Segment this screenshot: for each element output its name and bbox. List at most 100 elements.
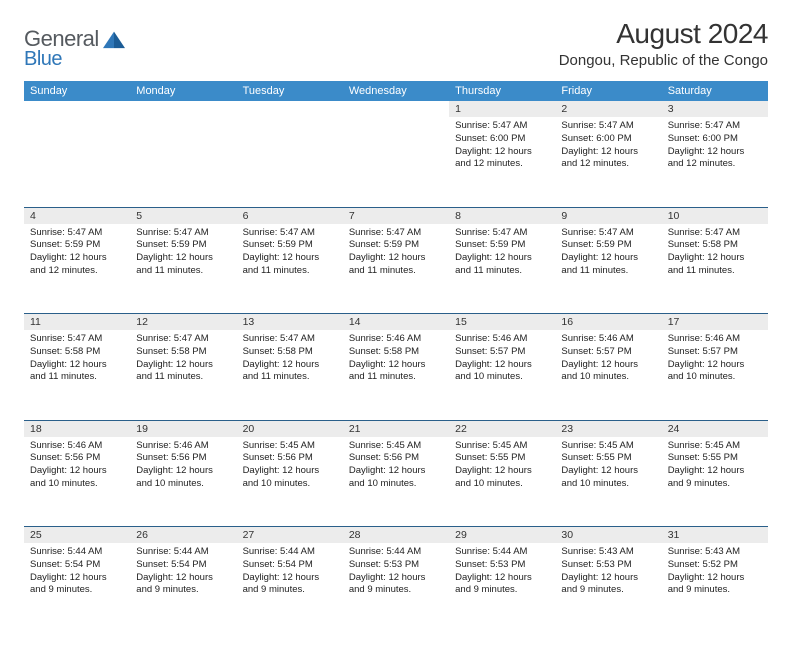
daynum-cell: 9 [555,208,661,224]
day-cell: Sunrise: 5:47 AMSunset: 6:00 PMDaylight:… [555,117,661,207]
day-cell: Sunrise: 5:44 AMSunset: 5:53 PMDaylight:… [343,543,449,633]
day-number: 27 [237,527,343,543]
day-content: Sunrise: 5:47 AMSunset: 5:58 PMDaylight:… [130,330,236,390]
dayname-saturday: Saturday [662,81,768,101]
day-cell: Sunrise: 5:44 AMSunset: 5:54 PMDaylight:… [237,543,343,633]
dayname-thursday: Thursday [449,81,555,101]
day-content: Sunrise: 5:44 AMSunset: 5:53 PMDaylight:… [449,543,555,603]
day-cell: Sunrise: 5:44 AMSunset: 5:54 PMDaylight:… [130,543,236,633]
day-cell: Sunrise: 5:44 AMSunset: 5:54 PMDaylight:… [24,543,130,633]
week-row: Sunrise: 5:47 AMSunset: 5:58 PMDaylight:… [24,330,768,420]
day-content: Sunrise: 5:45 AMSunset: 5:55 PMDaylight:… [555,437,661,497]
day-content: Sunrise: 5:47 AMSunset: 5:59 PMDaylight:… [24,224,130,284]
daynum-cell [24,101,130,117]
day-content: Sunrise: 5:46 AMSunset: 5:57 PMDaylight:… [449,330,555,390]
daynum-cell: 4 [24,208,130,224]
day-number: 28 [343,527,449,543]
dayname-tuesday: Tuesday [237,81,343,101]
daynum-cell: 11 [24,314,130,330]
day-cell: Sunrise: 5:45 AMSunset: 5:56 PMDaylight:… [343,437,449,527]
daynum-cell: 30 [555,527,661,543]
day-number: 10 [662,208,768,224]
day-cell: Sunrise: 5:46 AMSunset: 5:57 PMDaylight:… [555,330,661,420]
day-content: Sunrise: 5:47 AMSunset: 5:58 PMDaylight:… [662,224,768,284]
day-number: 2 [555,101,661,117]
day-number: 24 [662,421,768,437]
day-number: 25 [24,527,130,543]
day-cell: Sunrise: 5:47 AMSunset: 6:00 PMDaylight:… [449,117,555,207]
daynum-cell: 31 [662,527,768,543]
day-content: Sunrise: 5:44 AMSunset: 5:53 PMDaylight:… [343,543,449,603]
daynum-cell: 6 [237,208,343,224]
day-number: 21 [343,421,449,437]
day-content: Sunrise: 5:47 AMSunset: 5:59 PMDaylight:… [555,224,661,284]
logo-blue-text-wrap: Blue [24,48,62,71]
dayname-friday: Friday [555,81,661,101]
daynum-row: 45678910 [24,208,768,224]
day-content: Sunrise: 5:47 AMSunset: 5:59 PMDaylight:… [343,224,449,284]
day-content: Sunrise: 5:46 AMSunset: 5:56 PMDaylight:… [24,437,130,497]
daynum-cell: 12 [130,314,236,330]
day-number: 7 [343,208,449,224]
day-content: Sunrise: 5:46 AMSunset: 5:57 PMDaylight:… [555,330,661,390]
daynum-cell: 15 [449,314,555,330]
day-content: Sunrise: 5:46 AMSunset: 5:56 PMDaylight:… [130,437,236,497]
day-number: 9 [555,208,661,224]
logo-triangle-icon [103,29,125,49]
daynum-cell: 17 [662,314,768,330]
day-number: 4 [24,208,130,224]
day-cell: Sunrise: 5:47 AMSunset: 5:58 PMDaylight:… [662,224,768,314]
day-cell: Sunrise: 5:46 AMSunset: 5:57 PMDaylight:… [449,330,555,420]
daynum-cell: 2 [555,101,661,117]
day-cell [237,117,343,207]
day-number: 22 [449,421,555,437]
daynum-cell: 14 [343,314,449,330]
daynum-cell: 25 [24,527,130,543]
day-cell: Sunrise: 5:47 AMSunset: 5:59 PMDaylight:… [555,224,661,314]
daynum-cell: 18 [24,421,130,437]
day-content: Sunrise: 5:43 AMSunset: 5:53 PMDaylight:… [555,543,661,603]
day-number: 13 [237,314,343,330]
day-number: 26 [130,527,236,543]
day-cell: Sunrise: 5:46 AMSunset: 5:58 PMDaylight:… [343,330,449,420]
day-number: 19 [130,421,236,437]
day-cell: Sunrise: 5:47 AMSunset: 6:00 PMDaylight:… [662,117,768,207]
day-content: Sunrise: 5:45 AMSunset: 5:55 PMDaylight:… [662,437,768,497]
daynum-cell: 28 [343,527,449,543]
day-cell: Sunrise: 5:47 AMSunset: 5:59 PMDaylight:… [24,224,130,314]
day-content: Sunrise: 5:47 AMSunset: 5:59 PMDaylight:… [237,224,343,284]
day-number: 12 [130,314,236,330]
day-cell: Sunrise: 5:46 AMSunset: 5:56 PMDaylight:… [24,437,130,527]
daynum-cell: 20 [237,421,343,437]
daynum-cell: 29 [449,527,555,543]
day-cell: Sunrise: 5:47 AMSunset: 5:58 PMDaylight:… [130,330,236,420]
day-content: Sunrise: 5:44 AMSunset: 5:54 PMDaylight:… [24,543,130,603]
day-number: 8 [449,208,555,224]
day-number: 3 [662,101,768,117]
calendar-table: SundayMondayTuesdayWednesdayThursdayFrid… [24,81,768,633]
week-row: Sunrise: 5:47 AMSunset: 6:00 PMDaylight:… [24,117,768,207]
day-number: 5 [130,208,236,224]
day-content: Sunrise: 5:44 AMSunset: 5:54 PMDaylight:… [130,543,236,603]
day-cell: Sunrise: 5:46 AMSunset: 5:56 PMDaylight:… [130,437,236,527]
daynum-cell: 16 [555,314,661,330]
day-cell [343,117,449,207]
day-number: 23 [555,421,661,437]
daynum-row: 123 [24,101,768,117]
day-cell: Sunrise: 5:43 AMSunset: 5:53 PMDaylight:… [555,543,661,633]
day-cell: Sunrise: 5:45 AMSunset: 5:55 PMDaylight:… [662,437,768,527]
day-number: 18 [24,421,130,437]
daynum-cell: 10 [662,208,768,224]
daynum-cell: 23 [555,421,661,437]
day-number: 11 [24,314,130,330]
week-row: Sunrise: 5:47 AMSunset: 5:59 PMDaylight:… [24,224,768,314]
day-cell: Sunrise: 5:47 AMSunset: 5:59 PMDaylight:… [237,224,343,314]
day-number: 1 [449,101,555,117]
daynum-cell: 24 [662,421,768,437]
daynum-cell: 5 [130,208,236,224]
day-content: Sunrise: 5:45 AMSunset: 5:55 PMDaylight:… [449,437,555,497]
day-content: Sunrise: 5:45 AMSunset: 5:56 PMDaylight:… [237,437,343,497]
day-content: Sunrise: 5:47 AMSunset: 6:00 PMDaylight:… [662,117,768,177]
day-content: Sunrise: 5:47 AMSunset: 6:00 PMDaylight:… [555,117,661,177]
daynum-cell [237,101,343,117]
